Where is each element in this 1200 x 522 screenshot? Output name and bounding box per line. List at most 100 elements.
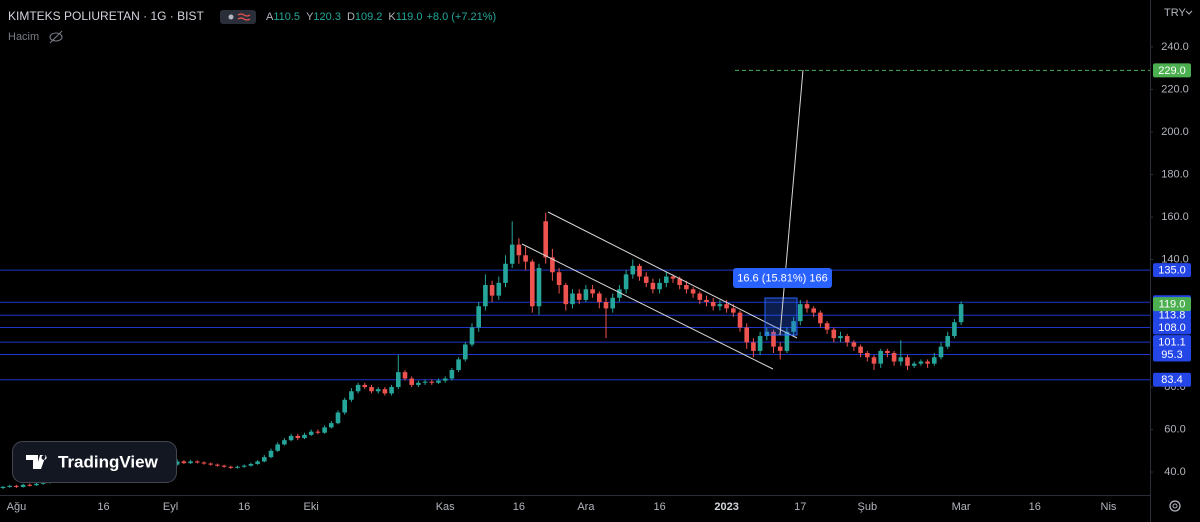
candle-body [838,336,843,339]
candle-body [442,378,448,381]
y-tick-label: 140.0 [1161,253,1189,265]
candle-body [731,308,736,313]
candle-body [925,361,930,364]
candle-body [20,484,26,487]
eye-icon [49,32,63,42]
x-tick-label: 16 [653,501,665,513]
candle-body [469,327,475,345]
candle-body [744,327,749,343]
level-box [1153,263,1191,278]
y-tick-label: 220.0 [1161,83,1189,95]
channel-lower [521,243,774,370]
candle-body [436,380,441,383]
candle-body [456,359,461,371]
price-box [1153,297,1191,312]
candle-body [416,382,421,385]
candle-body [530,261,535,307]
candle-body [375,389,381,392]
candle-body [262,457,267,462]
candle-body [476,306,481,328]
candle-body [422,381,428,383]
candle-body [496,282,502,296]
candle-body [181,461,187,464]
ohlc-header: A110.5 Y120.3 D109.2 K119.0 +8.0 (+7.21%) [266,11,496,23]
candle-body [322,427,327,433]
ohlc-key: A [266,11,274,23]
level-label: 95.3 [1161,349,1182,361]
candle-body [255,461,260,464]
candle-body [201,462,207,464]
level-label: 108.0 [1158,322,1186,334]
candle-body [536,268,542,307]
candle-body [396,372,401,388]
watermark-text: TradingView [58,452,159,471]
candle-body [871,357,877,364]
candle-body [938,346,944,358]
ohlc-key: D [347,11,355,23]
candle-body [824,323,830,330]
candle-body [362,384,368,388]
candle-body [489,285,495,296]
status-icon [237,13,251,21]
y-tick-label: 160.0 [1161,211,1189,223]
candle-body [369,387,374,392]
measure-label: 16.6 (15.81%) 166 [737,272,828,284]
candle-body [570,293,575,305]
candle-body [235,466,240,468]
candle-body [670,276,676,279]
candle-body [704,299,709,303]
candle-body [509,244,515,264]
candle-body [885,350,890,354]
level-box [1153,347,1191,362]
candle-body [329,423,334,428]
currency[interactable]: TRY [1164,7,1186,19]
ohlc-value: 119.0 [396,11,423,23]
x-tick-label: Ara [577,501,595,513]
candle-body [543,221,548,258]
eye-slash [49,30,63,44]
candle-body [590,289,595,294]
drawings: 16.6 (15.81%) 166 [521,69,832,370]
candle-body [905,357,910,366]
candle-body [463,344,468,360]
y-tick-label: 240.0 [1161,41,1189,53]
candle-body [241,465,247,467]
candle-body [355,384,361,392]
candle-body [342,399,347,413]
candle-body [449,370,455,379]
channel-upper [547,211,798,339]
price-axis-bg [1150,0,1200,522]
candle-body [911,363,917,366]
candle-body [844,336,850,343]
ohlc-change: +8.0 (+7.21%) [426,11,496,23]
candle-body [0,486,6,488]
candle-body [576,293,582,300]
settings-icon[interactable] [1169,500,1181,512]
candle-body [610,297,615,309]
candle-body [14,485,19,487]
candle-body [583,289,589,300]
y-tick-label: 60.0 [1164,423,1185,435]
hide-icon[interactable] [49,30,63,44]
candle-body [503,263,508,283]
candle-body [248,463,254,466]
measure-box [764,297,798,336]
candle-body [751,342,756,351]
level-box [1153,320,1191,335]
currency-chevron [1185,10,1193,15]
candle-body [851,342,857,347]
candle-body [308,431,314,435]
candle-body [228,466,234,468]
candle-body [409,378,414,385]
status-badge[interactable] [220,10,256,24]
candle-body [945,336,950,347]
level-label: 101.1 [1158,337,1186,349]
x-tick-label: 16 [97,501,109,513]
candle-body [865,353,870,358]
candle-body [429,381,435,383]
candle-body [617,289,622,298]
x-tick-label: Nis [1101,501,1117,513]
ohlc-value: 109.2 [355,11,383,23]
